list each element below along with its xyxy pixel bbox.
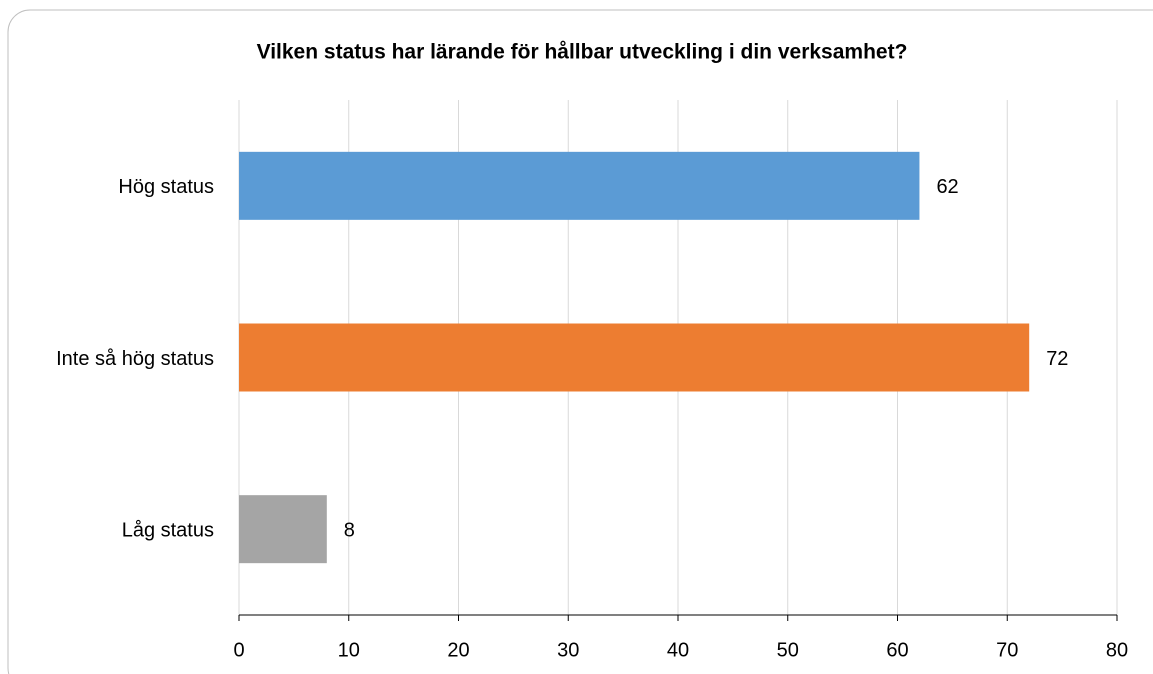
y-tick-label: Låg status <box>122 519 214 541</box>
x-tick-label: 20 <box>447 639 469 661</box>
x-tick-label: 50 <box>777 639 799 661</box>
x-tick-label: 40 <box>667 639 689 661</box>
bar <box>239 495 327 564</box>
bar <box>239 323 1030 392</box>
x-tick-label: 10 <box>338 639 360 661</box>
x-tick-label: 70 <box>996 639 1018 661</box>
data-label: 72 <box>1046 348 1068 370</box>
data-label: 62 <box>936 176 958 198</box>
x-tick-label: 30 <box>557 639 579 661</box>
x-tick-label: 80 <box>1106 639 1128 661</box>
y-tick-label: Inte så hög status <box>56 348 214 370</box>
x-tick-label: 60 <box>886 639 908 661</box>
data-label: 8 <box>344 519 355 541</box>
x-tick-label: 0 <box>233 639 244 661</box>
chart-title: Vilken status har lärande för hållbar ut… <box>257 41 908 64</box>
bar <box>239 151 920 220</box>
y-tick-label: Hög status <box>118 176 214 198</box>
